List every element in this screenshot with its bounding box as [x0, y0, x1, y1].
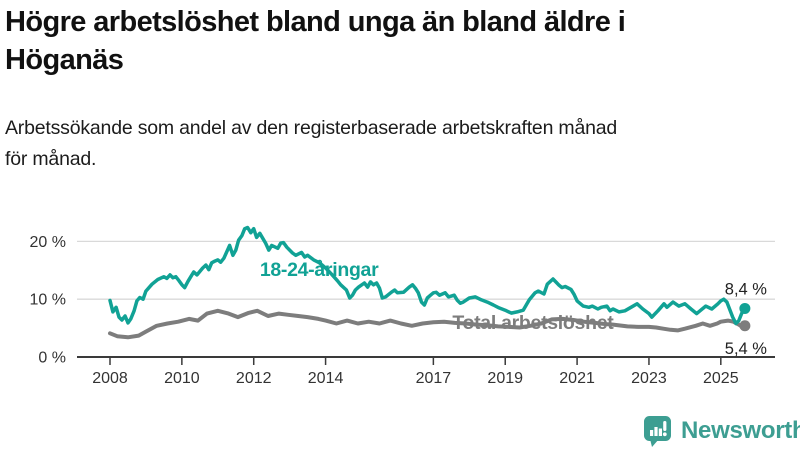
page-title-line-2: Höganäs: [5, 44, 124, 76]
x-axis-tick-label: 2012: [236, 370, 272, 387]
x-axis-tick-label: 2017: [416, 370, 452, 387]
x-axis-tick-label: 2014: [308, 370, 344, 387]
page-title-line-1: Högre arbetslöshet bland unga än bland ä…: [5, 6, 626, 38]
end-value-label-youth: 8,4 %: [725, 280, 768, 298]
page-subtitle: Arbetssökande som andel av den registerb…: [5, 113, 785, 175]
series-label-total: Total arbetslöshet: [452, 312, 614, 334]
x-axis-tick-label: 2010: [164, 370, 200, 387]
x-axis-tick-label: 2025: [703, 370, 739, 387]
page-title: Högre arbetslöshet bland unga än bland ä…: [5, 3, 785, 79]
y-axis-tick-label: 10 %: [30, 292, 66, 309]
y-axis-tick-label: 20 %: [30, 234, 66, 251]
newsworthy-speech-bubble-bar-chart-icon: [644, 415, 671, 447]
x-axis-tick-label: 2019: [487, 370, 523, 387]
series-label-youth: 18-24-åringar: [260, 258, 379, 281]
newsworthy-logo-text: Newsworthy: [681, 417, 800, 444]
series-end-dot-youth: [739, 302, 751, 314]
end-value-label-total: 5,4 %: [725, 340, 768, 358]
series-line-total: [108, 308, 747, 340]
series-line-youth: [108, 225, 747, 326]
x-axis-tick-label: 2021: [559, 370, 595, 387]
x-axis-tick-label: 2008: [92, 370, 128, 387]
newsworthy-logo: Newsworthy: [643, 414, 800, 448]
page-subtitle-line-1: Arbetssökande som andel av den registerb…: [5, 117, 618, 139]
series-end-dot-total: [739, 320, 751, 332]
x-axis-tick-label: 2023: [631, 370, 667, 387]
y-axis-tick-label: 0 %: [38, 350, 66, 367]
page-subtitle-line-2: för månad.: [5, 148, 97, 170]
